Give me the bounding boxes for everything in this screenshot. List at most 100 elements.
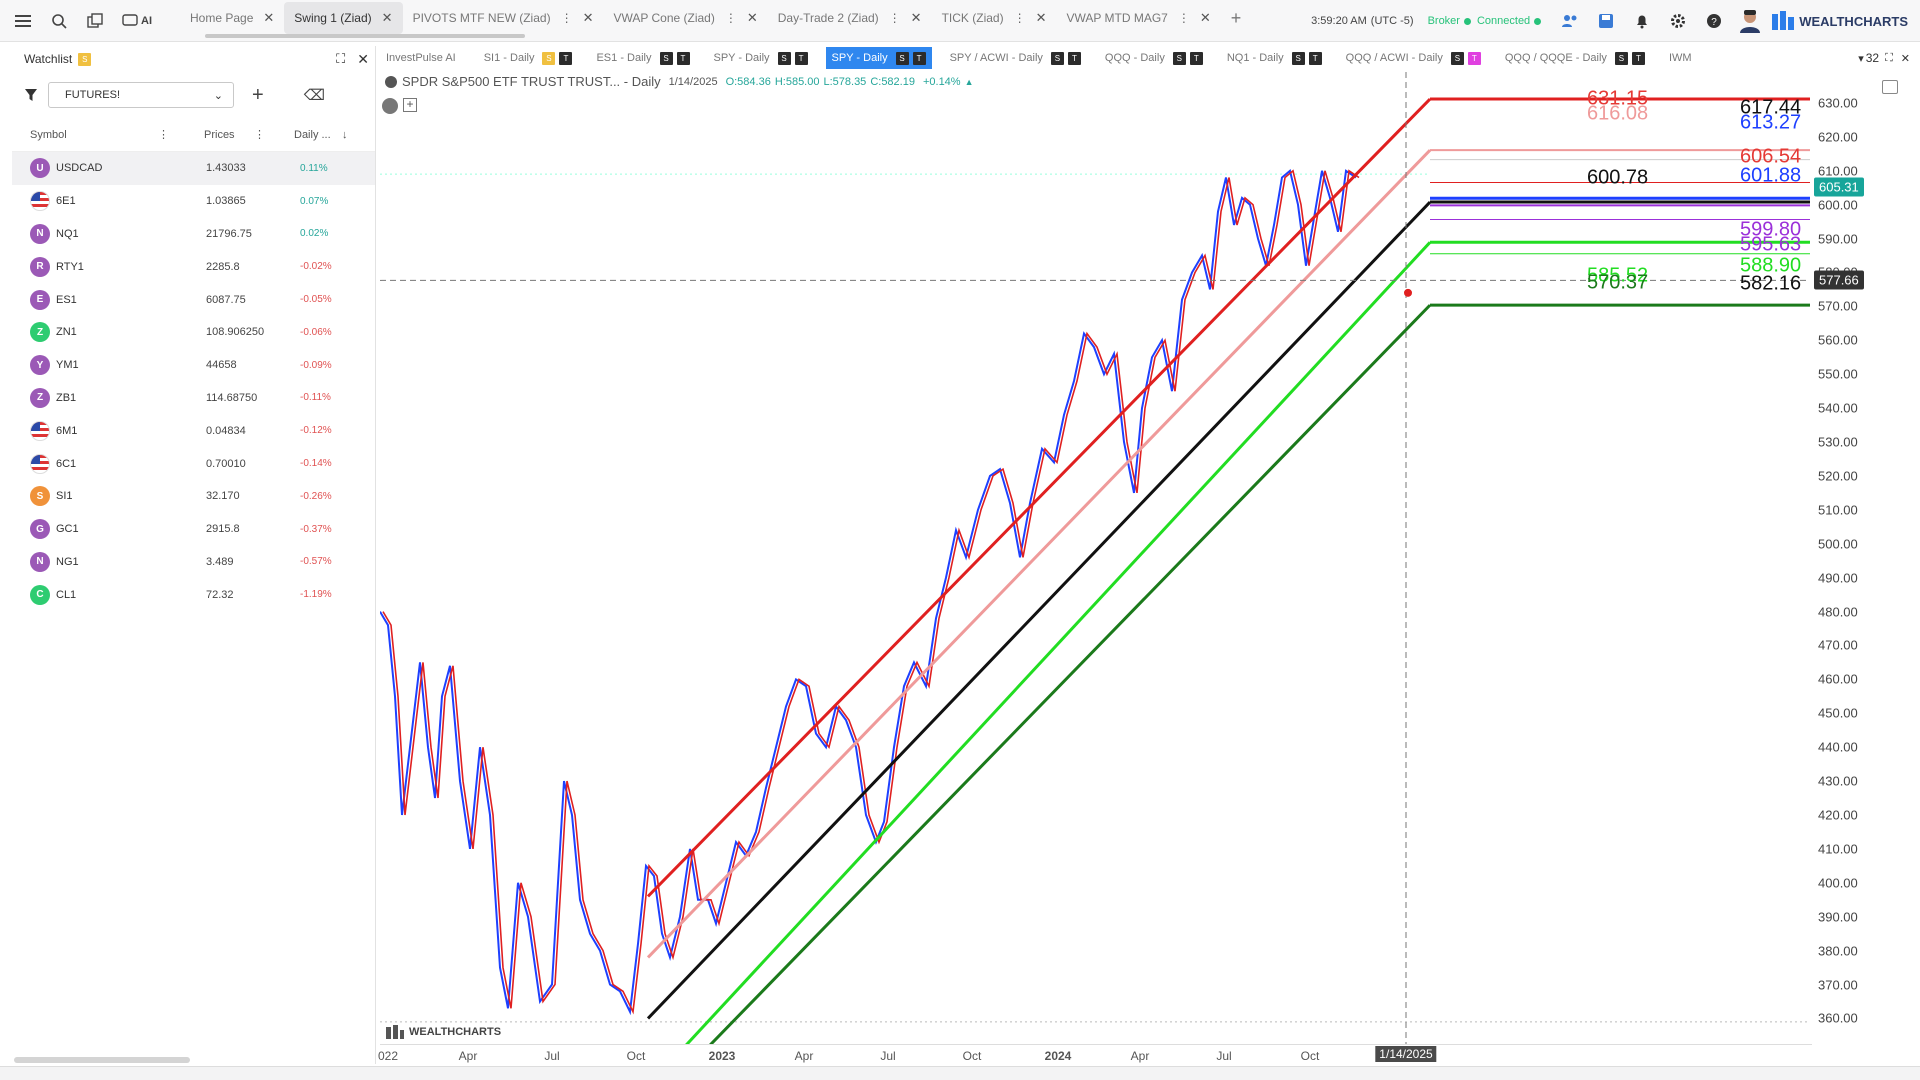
- workspace-tab[interactable]: Day-Trade 2 (Ziad) ⋮ ✕: [768, 2, 932, 34]
- settings-small-icon[interactable]: [382, 98, 398, 114]
- close-tab-icon[interactable]: ✕: [746, 10, 758, 25]
- chart-tab[interactable]: SPY - Daily S T: [708, 47, 814, 69]
- layouts-icon[interactable]: [82, 8, 108, 34]
- add-tab-icon[interactable]: +: [1230, 7, 1242, 28]
- close-icon[interactable]: ✕: [357, 50, 369, 67]
- workspace-tab[interactable]: Home Page ✕: [180, 2, 284, 34]
- tab-mark-badge[interactable]: T: [912, 51, 926, 65]
- workspace-tab[interactable]: VWAP Cone (Ziad) ⋮ ✕: [603, 2, 767, 34]
- col-menu-icon[interactable]: ⋮: [158, 129, 169, 141]
- gear-icon[interactable]: [1665, 8, 1691, 34]
- price-axis[interactable]: 630.00620.00610.00600.00590.00580.00570.…: [1812, 72, 1920, 1044]
- time-axis[interactable]: 022 Apr Jul Oct 2023 Apr Jul Oct 2024 Apr Jul Oct 1/…: [378, 1044, 1812, 1066]
- workspace-tab[interactable]: PIVOTS MTF NEW (Ziad) ⋮ ✕: [403, 2, 604, 34]
- broker-label[interactable]: Broker: [1427, 15, 1460, 27]
- watchlist-select[interactable]: FUTURES! ⌄: [48, 82, 234, 108]
- close-tab-icon[interactable]: ✕: [1199, 10, 1211, 25]
- tab-mark-badge[interactable]: S: [659, 51, 673, 65]
- close-tab-icon[interactable]: ✕: [582, 10, 594, 25]
- watchlist-row[interactable]: C CL1 72.32 -1.19%: [12, 578, 375, 611]
- chart-tab[interactable]: SI1 - Daily S T: [478, 47, 579, 69]
- price-chart[interactable]: [380, 72, 1810, 1044]
- tab-mark-badge[interactable]: S: [1172, 51, 1186, 65]
- chart-tab[interactable]: QQQ - Daily S T: [1099, 47, 1209, 69]
- col-prices[interactable]: Prices: [204, 128, 235, 141]
- chart-tab[interactable]: InvestPulse AI: [380, 47, 466, 69]
- help-icon[interactable]: ?: [1701, 8, 1727, 34]
- watchlist-row[interactable]: S SI1 32.170 -0.26%: [12, 480, 375, 513]
- chart-tab[interactable]: IWM: [1663, 47, 1702, 69]
- tab-mark-badge[interactable]: T: [676, 51, 690, 65]
- tab-mark-badge[interactable]: T: [1308, 51, 1322, 65]
- watchlist-row[interactable]: N NG1 3.489 -0.57%: [12, 546, 375, 579]
- workspace-tab[interactable]: VWAP MTD MAG7 ⋮ ✕: [1057, 2, 1221, 34]
- workspace-tab[interactable]: Swing 1 (Ziad) ✕: [284, 2, 403, 34]
- close-tab-icon[interactable]: ✕: [910, 10, 922, 25]
- close-chart-icon[interactable]: ✕: [1900, 52, 1910, 65]
- users-icon[interactable]: [1557, 8, 1583, 34]
- chart-tab[interactable]: QQQ / QQQE - Daily S T: [1499, 47, 1651, 69]
- ai-button[interactable]: AI: [118, 8, 156, 34]
- eraser-icon[interactable]: ⌫: [303, 87, 325, 104]
- tab-mark-badge[interactable]: T: [1631, 51, 1645, 65]
- watchlist-row[interactable]: E ES1 6087.75 -0.05%: [12, 283, 375, 316]
- tab-mark-badge[interactable]: S: [777, 51, 791, 65]
- bell-icon[interactable]: [1629, 8, 1655, 34]
- search-icon[interactable]: [46, 8, 72, 34]
- watchlist-scrollbar[interactable]: [14, 1057, 190, 1063]
- watchlist-row[interactable]: 6E1 1.03865 0.07%: [12, 185, 375, 218]
- sort-arrow-icon[interactable]: ↓: [342, 128, 348, 141]
- watchlist-row[interactable]: G GC1 2915.8 -0.37%: [12, 513, 375, 546]
- tab-mark-badge[interactable]: T: [1189, 51, 1203, 65]
- tab-mark-badge[interactable]: S: [1614, 51, 1628, 65]
- tabs-dropdown-icon[interactable]: ▾: [1858, 52, 1864, 65]
- filter-icon[interactable]: [24, 88, 38, 102]
- close-tab-icon[interactable]: ✕: [1035, 10, 1047, 25]
- chart-low: L:578.35: [823, 75, 867, 88]
- maximize-icon[interactable]: ⛶: [1885, 51, 1893, 64]
- watchlist-row[interactable]: 6C1 0.70010 -0.14%: [12, 447, 375, 480]
- chart-tab[interactable]: NQ1 - Daily S T: [1221, 47, 1328, 69]
- chart-tab[interactable]: ES1 - Daily S T: [590, 47, 695, 69]
- tab-mark-badge[interactable]: T: [1067, 51, 1081, 65]
- tab-mark-badge[interactable]: S: [895, 51, 909, 65]
- tab-mark-badge[interactable]: T: [559, 51, 573, 65]
- watchlist-row[interactable]: N NQ1 21796.75 0.02%: [12, 218, 375, 251]
- tab-menu-icon[interactable]: ⋮: [724, 11, 737, 25]
- tab-mark-badge[interactable]: T: [1467, 51, 1481, 65]
- chart-tab-label: NQ1 - Daily: [1226, 52, 1284, 64]
- close-tab-icon[interactable]: ✕: [263, 10, 275, 25]
- watchlist-row[interactable]: Z ZN1 108.906250 -0.06%: [12, 316, 375, 349]
- tab-mark-badge[interactable]: T: [794, 51, 808, 65]
- tab-mark-badge[interactable]: S: [542, 51, 556, 65]
- tabs-scrollbar[interactable]: [205, 34, 525, 38]
- avatar[interactable]: [1737, 8, 1763, 34]
- channel-lower-darkgreen: [709, 304, 1432, 1044]
- col-symbol[interactable]: Symbol: [30, 128, 67, 141]
- watchlist-row[interactable]: R RTY1 2285.8 -0.02%: [12, 250, 375, 283]
- watchlist-row[interactable]: Y YM1 44658 -0.09%: [12, 349, 375, 382]
- tab-menu-icon[interactable]: ⋮: [1177, 11, 1190, 25]
- expand-icon[interactable]: ⛶: [336, 51, 346, 66]
- workspace-tab[interactable]: TICK (Ziad) ⋮ ✕: [932, 2, 1057, 34]
- tab-mark-badge[interactable]: S: [1450, 51, 1464, 65]
- chart-tab[interactable]: SPY / ACWI - Daily S T: [944, 47, 1087, 69]
- chart-tab[interactable]: QQQ / ACWI - Daily S T: [1340, 47, 1487, 69]
- add-indicator-icon[interactable]: +: [403, 98, 417, 112]
- tab-menu-icon[interactable]: ⋮: [560, 11, 573, 25]
- tab-mark-badge[interactable]: S: [1050, 51, 1064, 65]
- tab-mark-badge[interactable]: S: [1291, 51, 1305, 65]
- tab-menu-icon[interactable]: ⋮: [1013, 11, 1026, 25]
- panel-toggle-icon[interactable]: [1882, 80, 1898, 94]
- add-icon[interactable]: +: [252, 83, 264, 106]
- tab-menu-icon[interactable]: ⋮: [888, 11, 901, 25]
- watchlist-row[interactable]: Z ZB1 114.68750 -0.11%: [12, 382, 375, 415]
- watchlist-row[interactable]: 6M1 0.04834 -0.12%: [12, 414, 375, 447]
- col-daily[interactable]: Daily ...: [294, 128, 331, 141]
- watchlist-row[interactable]: U USDCAD 1.43033 0.11%: [12, 152, 375, 185]
- chart-tab[interactable]: SPY - Daily S T: [825, 47, 932, 69]
- menu-icon[interactable]: [10, 8, 36, 34]
- close-tab-icon[interactable]: ✕: [381, 10, 393, 25]
- save-icon[interactable]: [1593, 8, 1619, 34]
- col-menu-icon[interactable]: ⋮: [254, 129, 265, 141]
